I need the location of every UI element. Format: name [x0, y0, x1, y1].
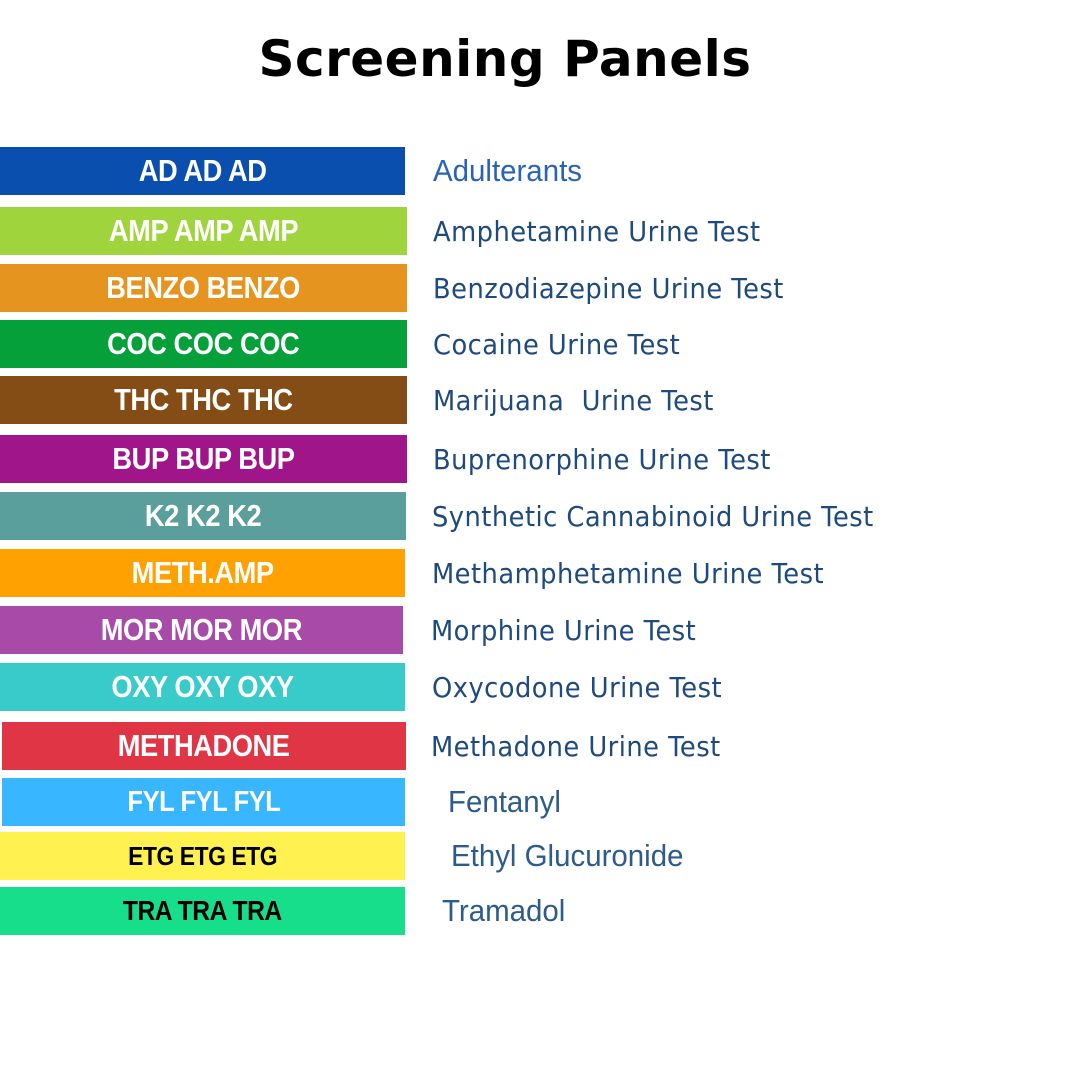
panel-name-text: Adulterants	[433, 153, 582, 188]
panel-name-text: Ethyl Glucuronide	[451, 838, 684, 873]
panel-name: Buprenorphine Urine Test	[433, 435, 800, 483]
panel-code: K2 K2 K2	[144, 498, 262, 533]
panel-name-text: Synthetic Cannabinoid Urine Test	[432, 499, 874, 533]
panel-code-band: COC COC COC	[0, 320, 407, 368]
panel-name: Benzodiazepine Urine Test	[433, 264, 814, 312]
panel-row: METH.AMP Methamphetamine Urine Test	[0, 549, 1080, 597]
panel-code-band: TRA TRA TRA	[0, 887, 405, 935]
page-title: Screening Panels	[258, 30, 752, 88]
panel-name: Ethyl Glucuronide	[451, 832, 696, 880]
panel-code-band: ETG ETG ETG	[0, 832, 405, 880]
panel-code: BENZO BENZO	[106, 270, 301, 305]
panel-code: BUP BUP BUP	[112, 441, 295, 476]
panel-code: AD AD AD	[138, 153, 267, 188]
panel-row: ETG ETG ETG Ethyl Glucuronide	[0, 832, 1080, 880]
panel-code-band: METHADONE	[2, 722, 406, 770]
panel-code-band: MOR MOR MOR	[0, 606, 403, 654]
panel-code-band: OXY OXY OXY	[0, 663, 405, 711]
panel-name: Fentanyl	[448, 778, 567, 826]
panel-name-text: Oxycodone Urine Test	[432, 670, 723, 704]
panel-code: FYL FYL FYL	[126, 785, 281, 818]
panel-code: THC THC THC	[114, 382, 293, 417]
panel-row: COC COC COC Cocaine Urine Test	[0, 320, 1080, 368]
panel-code-band: METH.AMP	[0, 549, 405, 597]
panel-name: Oxycodone Urine Test	[432, 663, 747, 711]
panel-code: OXY OXY OXY	[111, 669, 294, 704]
panel-row: TRA TRA TRA Tramadol	[0, 887, 1080, 935]
panel-code-band: AD AD AD	[0, 147, 405, 195]
panel-name: Methamphetamine Urine Test	[432, 549, 858, 597]
panel-code-band: FYL FYL FYL	[2, 778, 405, 826]
panel-name-text: Fentanyl	[448, 784, 561, 819]
panel-code: COC COC COC	[107, 326, 300, 361]
panel-row: BUP BUP BUP Buprenorphine Urine Test	[0, 435, 1080, 483]
panel-name: Marijuana Urine Test	[433, 376, 738, 424]
panel-name-text: Methamphetamine Urine Test	[432, 556, 825, 590]
panel-name-text: Morphine Urine Test	[431, 613, 697, 647]
panel-code-band: THC THC THC	[0, 376, 407, 424]
panel-name-text: Amphetamine Urine Test	[433, 214, 761, 248]
panel-code: ETG ETG ETG	[128, 840, 277, 871]
panel-name: Tramadol	[442, 887, 572, 935]
panel-row: THC THC THC Marijuana Urine Test	[0, 376, 1080, 424]
panel-row: MOR MOR MOR Morphine Urine Test	[0, 606, 1080, 654]
panel-code-band: K2 K2 K2	[0, 492, 406, 540]
panel-code: AMP AMP AMP	[108, 213, 299, 248]
panel-name: Amphetamine Urine Test	[433, 207, 789, 255]
panel-code-band: BENZO BENZO	[0, 264, 407, 312]
panel-name-text: Cocaine Urine Test	[433, 327, 681, 361]
panel-name: Methadone Urine Test	[431, 722, 746, 770]
panel-row: FYL FYL FYL Fentanyl	[0, 778, 1080, 826]
panel-name-text: Marijuana Urine Test	[433, 383, 714, 417]
panel-row: BENZO BENZO Benzodiazepine Urine Test	[0, 264, 1080, 312]
panel-name: Synthetic Cannabinoid Urine Test	[432, 492, 912, 540]
panel-name-text: Tramadol	[442, 893, 566, 928]
panel-row: AD AD AD Adulterants	[0, 147, 1080, 195]
panel-code-band: BUP BUP BUP	[0, 435, 407, 483]
panel-row: OXY OXY OXY Oxycodone Urine Test	[0, 663, 1080, 711]
panel-row: AMP AMP AMP Amphetamine Urine Test	[0, 207, 1080, 255]
panel-code: METH.AMP	[131, 555, 274, 590]
panel-name-text: Methadone Urine Test	[431, 729, 721, 763]
panel-name-text: Buprenorphine Urine Test	[433, 442, 771, 476]
panel-name: Morphine Urine Test	[431, 606, 719, 654]
panel-code: MOR MOR MOR	[100, 612, 303, 647]
panel-code: METHADONE	[118, 728, 290, 763]
panel-name-text: Benzodiazepine Urine Test	[433, 271, 784, 305]
panel-name: Adulterants	[433, 147, 590, 195]
panel-code: TRA TRA TRA	[123, 895, 282, 926]
panel-row: METHADONE Methadone Urine Test	[0, 722, 1080, 770]
panel-code-band: AMP AMP AMP	[0, 207, 407, 255]
panel-row: K2 K2 K2 Synthetic Cannabinoid Urine Test	[0, 492, 1080, 540]
panel-name: Cocaine Urine Test	[433, 320, 702, 368]
